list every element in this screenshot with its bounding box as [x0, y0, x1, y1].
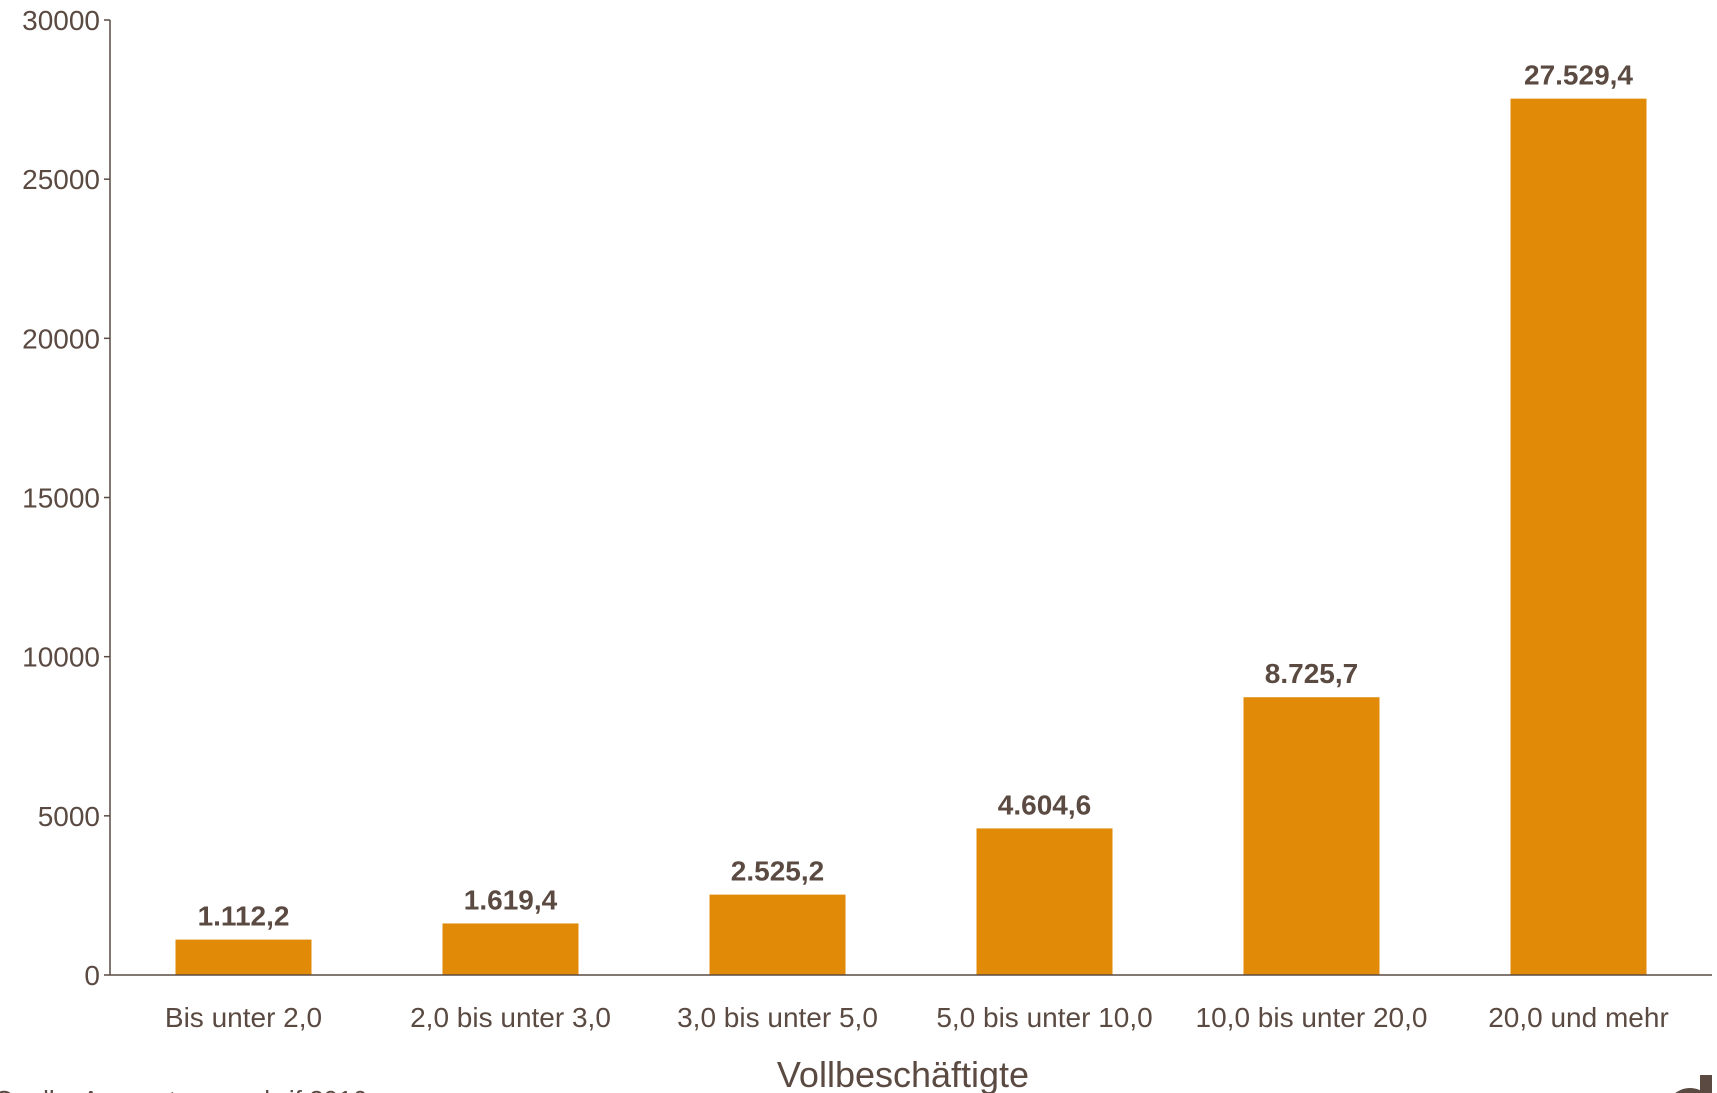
bar	[976, 828, 1113, 975]
logo-icon	[1675, 1075, 1712, 1093]
y-tick-label: 15000	[22, 483, 100, 514]
data-label: 1.619,4	[464, 884, 558, 915]
bar	[175, 939, 312, 975]
y-tick-label: 25000	[22, 164, 100, 195]
x-tick-label: 10,0 bis unter 20,0	[1196, 1002, 1428, 1033]
y-tick-label: 10000	[22, 642, 100, 673]
data-label: 4.604,6	[998, 789, 1091, 820]
data-label: 1.112,2	[198, 901, 290, 932]
bar	[1510, 98, 1647, 975]
y-tick-label: 5000	[38, 801, 100, 832]
bar	[709, 894, 846, 975]
x-tick-label: 20,0 und mehr	[1488, 1002, 1669, 1033]
y-tick-label: 30000	[22, 5, 100, 36]
x-tick-label: Bis unter 2,0	[165, 1002, 322, 1033]
x-tick-label: 2,0 bis unter 3,0	[410, 1002, 611, 1033]
value-labels: 1.112,2 1.619,4 2.525,2 4.604,6 8.725,7 27.52…	[198, 60, 1634, 932]
x-tick-label: 3,0 bis unter 5,0	[677, 1002, 878, 1033]
x-axis: Bis unter 2,0 2,0 bis unter 3,0 3,0 bis un…	[110, 974, 1712, 1033]
data-label: 27.529,4	[1524, 60, 1633, 91]
bar	[442, 923, 579, 975]
data-label: 2.525,2	[731, 856, 824, 887]
x-tick-label: 5,0 bis unter 10,0	[936, 1002, 1152, 1033]
data-label: 8.725,7	[1265, 658, 1358, 689]
y-tick-label: 0	[84, 960, 100, 991]
y-tick-label: 20000	[22, 323, 100, 354]
bar	[1243, 697, 1380, 975]
source-note: Quelle: Auswertungen dwif 2016	[0, 1085, 367, 1093]
x-axis-title: Vollbeschäftigte	[777, 1054, 1029, 1093]
y-axis: 0 5000 10000 15000 20000 25000 30000	[22, 5, 111, 991]
bars	[175, 98, 1647, 975]
